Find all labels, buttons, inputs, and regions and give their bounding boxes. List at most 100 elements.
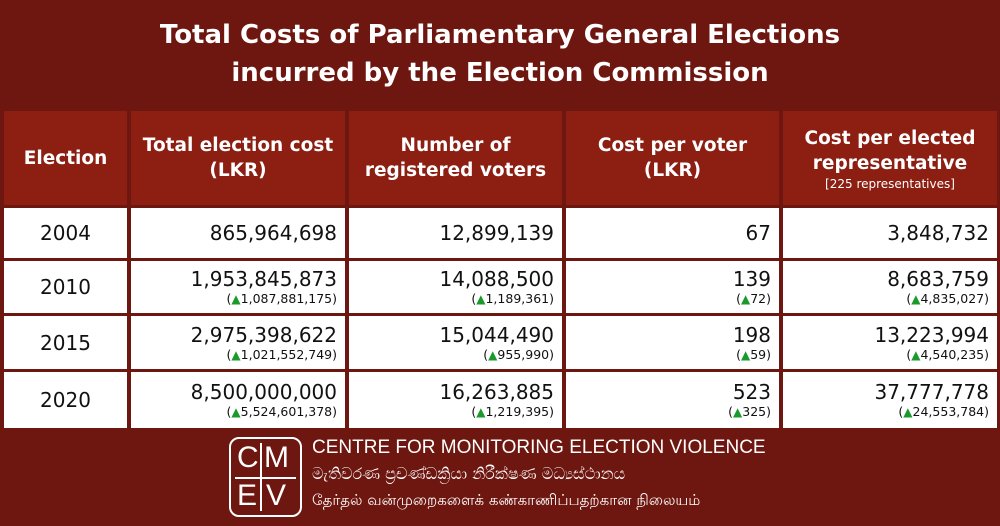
cell-year: 2015 [4,316,127,369]
cell-cost-per-representative: 37,777,778 (▲24,553,784) [783,372,997,428]
change-from-previous: (▲1,021,552,749) [226,346,337,362]
value: 13,223,994 [874,322,989,347]
cell-year: 2010 [4,261,127,313]
cell-registered-voters: 16,263,885 (▲1,219,395) [349,372,562,428]
footer: C M E V CENTRE FOR MONITORING ELECTION V… [0,428,1000,526]
header-per-rep-line1: Cost per elected [804,127,976,149]
org-name-tamil: தேர்தல் வன்முறைகளைக் கண்காணிப்பதற்கான நி… [312,491,701,509]
cost-table: Election Total election cost (LKR) Numbe… [0,107,1000,428]
change-from-previous: (▲72) [736,291,771,306]
org-name-sinhala: මැතිවරණ ප්‍රචණ්ඩක්‍රියා නිරීක්ෂණ මධ්‍යස්… [312,464,626,483]
cell-year: 2004 [4,208,127,258]
value: 15,044,490 [439,322,554,347]
cell-registered-voters: 12,899,139 [349,208,562,258]
cell-total-cost: 865,964,698 [131,208,345,258]
logo-letter-v: V [266,479,287,512]
cell-cost-per-voter: 139 (▲72) [566,261,779,313]
header-total-cost-line1: Total election cost [142,135,334,156]
change-value: 1,219,395 [485,404,550,419]
value: 37,777,778 [874,380,989,404]
change-from-previous: (▲1,087,881,175) [226,291,337,306]
change-value: 325 [742,404,767,419]
change-from-previous: (▲4,835,027) [906,291,989,306]
increase-triangle-icon: ▲ [476,292,486,306]
value: 198 [732,322,771,347]
cell-total-cost: 2,975,398,622 (▲1,021,552,749) [131,316,345,369]
header-per-voter-line2: (LKR) [643,160,702,181]
cell-cost-per-representative: 13,223,994 (▲4,540,235) [783,316,997,369]
header-election-label: Election [23,147,108,169]
election-year: 2010 [40,275,91,299]
value: 1,953,845,873 [190,267,337,291]
increase-triangle-icon: ▲ [903,405,913,419]
org-name-english: CENTRE FOR MONITORING ELECTION VIOLENCE [312,437,766,458]
header-election: Election [4,111,127,205]
change-value: 1,021,552,749 [240,346,333,362]
increase-triangle-icon: ▲ [488,347,498,362]
change-value: 4,835,027 [920,291,985,306]
title-line-2: incurred by the Election Commission [231,58,769,88]
change-from-previous: (▲5,524,601,378) [226,404,337,419]
change-from-previous: (▲955,990) [483,346,554,362]
header-registered-voters: Number of registered voters [349,111,562,205]
increase-triangle-icon: ▲ [911,347,921,362]
value: 2,975,398,622 [190,322,337,347]
increase-triangle-icon: ▲ [231,292,241,306]
change-value: 24,553,784 [912,404,985,419]
cmev-logo: C M E V [229,437,302,517]
increase-triangle-icon: ▲ [911,292,921,306]
value: 865,964,698 [209,221,337,245]
increase-triangle-icon: ▲ [740,292,751,306]
value: 8,500,000,000 [190,380,337,404]
value: 139 [732,267,771,291]
cell-cost-per-voter: 198 (▲59) [566,316,779,369]
change-from-previous: (▲59) [736,346,771,362]
change-from-previous: (▲325) [728,404,771,419]
cell-registered-voters: 15,044,490 (▲955,990) [349,316,562,369]
cell-cost-per-voter: 67 [566,208,779,258]
increase-triangle-icon: ▲ [231,347,241,362]
change-value: 1,087,881,175 [240,291,333,306]
title-line-1: Total Costs of Parliamentary General Ele… [159,20,841,50]
election-year: 2015 [40,330,91,355]
value: 8,683,759 [887,267,989,291]
cell-cost-per-representative: 8,683,759 (▲4,835,027) [783,261,997,313]
change-from-previous: (▲4,540,235) [906,346,989,362]
header-per-voter-line1: Cost per voter [597,135,748,156]
increase-triangle-icon: ▲ [740,347,751,362]
election-year: 2004 [40,221,91,245]
increase-triangle-icon: ▲ [733,405,743,419]
cell-cost-per-representative: 3,848,732 [783,208,997,258]
value: 3,848,732 [887,221,989,245]
header-total-cost: Total election cost (LKR) [131,111,345,205]
election-year: 2020 [40,388,91,412]
logo-letter-m: M [264,441,289,474]
value: 14,088,500 [439,267,554,291]
page-title: Total Costs of Parliamentary General Ele… [0,16,1000,92]
change-value: 72 [750,291,767,306]
change-from-previous: (▲1,189,361) [471,291,554,306]
increase-triangle-icon: ▲ [476,405,486,419]
cell-total-cost: 8,500,000,000 (▲5,524,601,378) [131,372,345,428]
change-value: 59 [750,346,767,362]
change-value: 955,990 [497,346,550,362]
change-value: 5,524,601,378 [240,404,333,419]
header-per-rep-line2: representative [812,152,968,174]
header-total-cost-line2: (LKR) [209,160,267,181]
value: 67 [745,221,771,245]
change-value: 4,540,235 [920,346,985,362]
cell-total-cost: 1,953,845,873 (▲1,087,881,175) [131,261,345,313]
header-voters-line1: Number of [400,135,511,156]
header-voters-line2: registered voters [364,160,547,181]
increase-triangle-icon: ▲ [231,405,241,419]
value: 12,899,139 [439,221,554,245]
value: 523 [732,380,771,404]
header-per-rep-note: [225 representatives] [825,176,955,191]
logo-letter-e: E [237,479,258,512]
change-from-previous: (▲1,219,395) [471,404,554,419]
change-from-previous: (▲24,553,784) [898,404,989,419]
cell-year: 2020 [4,372,127,428]
value: 16,263,885 [439,380,554,404]
logo-letter-c: C [237,441,259,474]
